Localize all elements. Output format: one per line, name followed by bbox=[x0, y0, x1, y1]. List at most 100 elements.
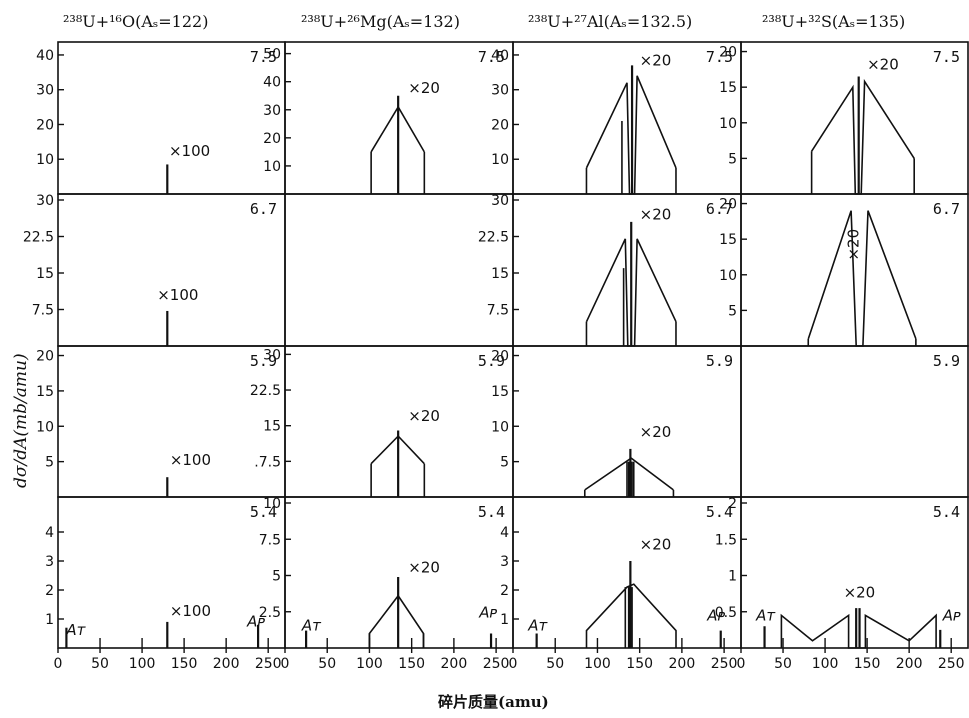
x-tick-label: 250 bbox=[255, 656, 282, 672]
x-tick-label: 100 bbox=[812, 656, 839, 672]
x-tick-label: 0 bbox=[737, 656, 746, 672]
x-tick-label: 250 bbox=[711, 656, 738, 672]
x-tick-label: 0 bbox=[281, 656, 290, 672]
energy-label: 5.9 bbox=[706, 352, 733, 370]
panel-r4-c2: 2.5 5 7.5 10 5.4 ×20 Aᴛ Aᴘ 0 50 100 150 200 250 bbox=[259, 496, 514, 672]
x-tick-label: 200 bbox=[669, 656, 696, 672]
column-title-2: ²³⁸U+²⁶Mg(Aₛ=132) bbox=[301, 12, 460, 31]
energy-label: 5.4 bbox=[478, 503, 505, 521]
y-tick-label: 1 bbox=[45, 612, 54, 628]
y-tick-label: 2.5 bbox=[259, 605, 281, 621]
column-title-4: ²³⁸U+³²S(Aₛ=135) bbox=[762, 12, 905, 31]
y-tick-label: 20 bbox=[36, 117, 54, 133]
scale-factor-label: ×100 bbox=[170, 451, 211, 469]
energy-label: 7.5 bbox=[933, 48, 960, 66]
x-tick-label: 250 bbox=[938, 656, 965, 672]
x-tick-label: 100 bbox=[129, 656, 156, 672]
scale-factor-label: ×100 bbox=[169, 142, 210, 160]
energy-label: 6.7 bbox=[706, 200, 733, 218]
y-tick-label: 7.5 bbox=[259, 532, 281, 548]
projectile-mass-marker: Aᴘ bbox=[706, 606, 725, 624]
x-tick-label: 250 bbox=[483, 656, 510, 672]
column-title-1: ²³⁸U+¹⁶O(Aₛ=122) bbox=[63, 12, 208, 31]
y-tick-label: 30 bbox=[491, 193, 509, 209]
y-tick-label: 2 bbox=[500, 583, 509, 599]
scale-factor-label: ×20 bbox=[408, 407, 440, 425]
y-tick-label: 20 bbox=[263, 131, 281, 147]
y-tick-label: 5 bbox=[45, 455, 54, 471]
y-tick-label: 10 bbox=[491, 419, 509, 435]
panel-r4-c4: 0.5 1 1.5 2 5.4 ×20 Aᴛ Aᴘ 0 50 100 150 200 250 bbox=[715, 496, 969, 672]
y-tick-label: 10 bbox=[36, 152, 54, 168]
panel-r2-c3: 7.5 15 22.5 30 6.7 ×20 bbox=[478, 193, 742, 347]
distribution-curve bbox=[810, 78, 915, 195]
y-tick-label: 4 bbox=[500, 525, 509, 541]
y-tick-label: 20 bbox=[491, 349, 509, 365]
y-tick-label: 22.5 bbox=[250, 383, 281, 399]
column-title-3: ²³⁸U+²⁷Al(Aₛ=132.5) bbox=[528, 12, 692, 31]
y-tick-label: 20 bbox=[491, 117, 509, 133]
x-tick-label: 50 bbox=[91, 656, 109, 672]
panel-r3-c4: 5.9 bbox=[740, 345, 969, 498]
panel-r1-c2: 10 20 30 40 50 7.5 ×20 bbox=[263, 41, 514, 195]
panel-r1-c1: 10 20 30 40 7.5 ×100 bbox=[36, 41, 286, 195]
y-tick-label: 2 bbox=[45, 583, 54, 599]
scale-factor-label: ×20 bbox=[640, 423, 672, 441]
projectile-mass-marker: Aᴘ bbox=[478, 604, 497, 622]
energy-label: 5.9 bbox=[933, 352, 960, 370]
energy-label: 5.4 bbox=[933, 503, 960, 521]
energy-label: 5.4 bbox=[706, 503, 733, 521]
distribution-curve bbox=[368, 594, 425, 648]
panel-r4-c1: 1 2 3 4 5.4 ×100 Aᴛ Aᴘ 0 50 100 150 200 250 bbox=[45, 496, 286, 672]
energy-label: 7.5 bbox=[478, 48, 505, 66]
panel-r2-c4: 5 10 15 20 6.7 ×20 bbox=[719, 193, 969, 347]
energy-label: 6.7 bbox=[250, 200, 277, 218]
x-axis-label: 碎片质量(amu) bbox=[438, 693, 549, 711]
panel-r4-c3: 1 2 3 4 5.4 ×20 Aᴛ Aᴘ 0 50 100 150 200 250 bbox=[500, 496, 742, 672]
x-tick-label: 150 bbox=[854, 656, 881, 672]
y-tick-label: 15 bbox=[36, 384, 54, 400]
y-tick-label: 1.5 bbox=[715, 532, 737, 548]
y-tick-label: 4 bbox=[45, 525, 54, 541]
y-tick-label: 10 bbox=[491, 152, 509, 168]
y-tick-label: 7.5 bbox=[32, 303, 54, 319]
x-tick-label: 150 bbox=[626, 656, 653, 672]
y-tick-label: 15 bbox=[719, 232, 737, 248]
energy-label: 7.5 bbox=[706, 48, 733, 66]
energy-label: 5.9 bbox=[478, 352, 505, 370]
target-mass-marker: Aᴛ bbox=[65, 621, 86, 639]
scale-factor-label: ×20 bbox=[845, 229, 863, 261]
y-tick-label: 15 bbox=[491, 266, 509, 282]
y-tick-label: 20 bbox=[719, 197, 737, 213]
energy-label: 5.9 bbox=[250, 352, 277, 370]
y-tick-label: 3 bbox=[45, 554, 54, 570]
y-tick-label: 5 bbox=[728, 303, 737, 319]
scale-factor-label: ×100 bbox=[157, 286, 198, 304]
scale-factor-label: ×20 bbox=[867, 55, 899, 73]
x-tick-label: 200 bbox=[896, 656, 923, 672]
target-mass-marker: Aᴛ bbox=[301, 617, 322, 635]
y-tick-label: 30 bbox=[263, 347, 281, 363]
y-tick-label: 30 bbox=[491, 83, 509, 99]
y-tick-label: 7.5 bbox=[487, 303, 509, 319]
panel-r3-c1: 5 10 15 20 5.9 ×100 bbox=[36, 345, 286, 498]
y-tick-label: 40 bbox=[36, 48, 54, 64]
scale-factor-label: ×20 bbox=[640, 205, 672, 223]
y-tick-label: 30 bbox=[36, 193, 54, 209]
y-tick-label: 1 bbox=[728, 569, 737, 585]
panel-r1-c3: 10 20 30 40 7.5 ×20 bbox=[491, 41, 742, 195]
y-tick-label: 40 bbox=[263, 75, 281, 91]
y-tick-label: 10 bbox=[263, 159, 281, 175]
y-tick-label: 10 bbox=[719, 116, 737, 132]
y-tick-label: 15 bbox=[719, 80, 737, 96]
y-tick-label: 3 bbox=[500, 554, 509, 570]
y-tick-label: 15 bbox=[263, 419, 281, 435]
y-tick-label: 10 bbox=[719, 268, 737, 284]
energy-label: 6.7 bbox=[933, 200, 960, 218]
panel-r2-c2 bbox=[284, 193, 514, 347]
x-tick-label: 200 bbox=[213, 656, 240, 672]
x-tick-label: 0 bbox=[54, 656, 63, 672]
y-tick-label: 15 bbox=[36, 266, 54, 282]
